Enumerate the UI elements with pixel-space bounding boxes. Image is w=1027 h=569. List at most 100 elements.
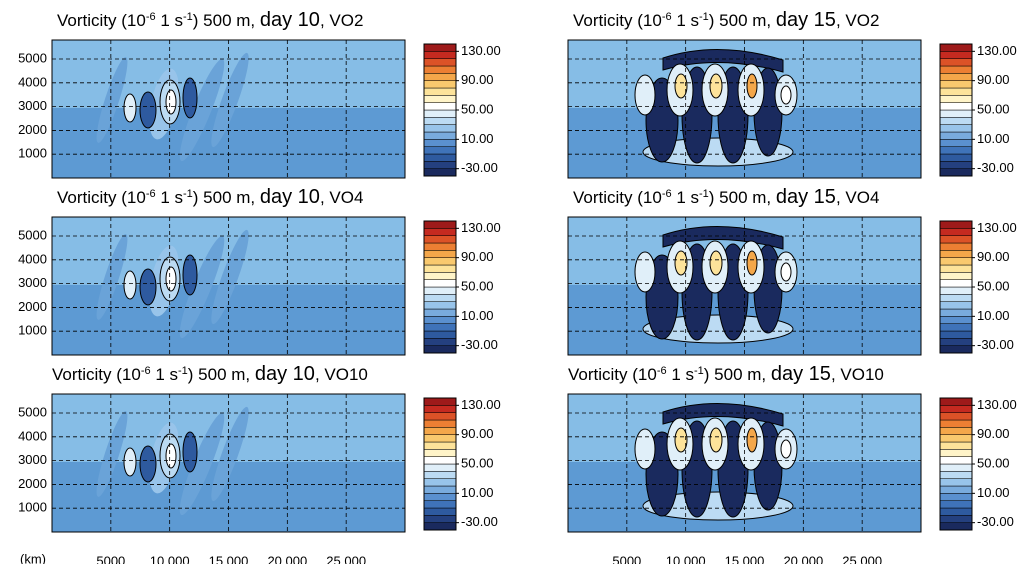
colorbar-swatch: [423, 109, 457, 118]
colorbar-swatch: [423, 405, 457, 413]
title-part: -1: [183, 11, 193, 23]
colorbar-label: -30.00: [461, 337, 498, 352]
colorbar-swatch: [423, 316, 457, 324]
vortex: [662, 49, 784, 73]
title-part: ) 500 m,: [188, 365, 255, 384]
y-tick-label: 5000: [18, 50, 47, 65]
colorbar-label: 10.00: [977, 131, 1010, 146]
colorbar-swatch: [939, 43, 973, 52]
y-tick-label: 2000: [18, 299, 47, 314]
colorbar-label: -30.00: [977, 160, 1014, 175]
title-part: day 10: [260, 186, 320, 208]
colorbar-swatch: [423, 235, 457, 244]
vortex: [96, 411, 128, 497]
x-tick-label: 25 000: [842, 553, 882, 564]
title-part: ) 500 m,: [193, 188, 260, 207]
colorbar-label: 130.00: [461, 397, 501, 412]
title-part: 1 s: [151, 365, 178, 384]
colorbar-label: 10.00: [461, 308, 494, 323]
colorbar-swatch: [423, 323, 457, 332]
x-tick-label: 15 000: [725, 553, 765, 564]
vortex: [634, 251, 656, 293]
x-tick-label: 10 000: [666, 553, 706, 564]
y-tick-label: 1000: [18, 500, 47, 515]
colorbar-swatch: [939, 330, 973, 339]
title-part: day 15: [776, 186, 836, 208]
title-part: -1: [694, 365, 704, 377]
colorbar-swatch: [939, 405, 973, 413]
colorbar-swatch: [939, 87, 973, 96]
colorbar-label: 90.00: [461, 72, 494, 87]
colorbar-swatch: [423, 345, 457, 354]
panel: Vorticity (10-6 1 s-1) 500 m, day 15, VO…: [567, 186, 1017, 356]
vortex: [123, 447, 137, 477]
colorbar-swatch: [939, 117, 973, 125]
plot-frame: [51, 393, 406, 533]
y-tick-label: 4000: [18, 428, 47, 443]
colorbar-swatch: [939, 463, 973, 472]
colorbar-swatch: [423, 507, 457, 516]
colorbar-swatch: [939, 419, 973, 428]
colorbar-swatch: [423, 456, 457, 465]
title-part: -1: [699, 11, 709, 23]
y-tick-label: 4000: [18, 251, 47, 266]
x-axis-label: (km): [20, 551, 46, 564]
vortex: [634, 428, 656, 470]
colorbar-label: 10.00: [461, 485, 494, 500]
y-tick-label: 1000: [18, 323, 47, 338]
x-tick-label: 5000: [96, 553, 125, 564]
colorbar-swatch: [423, 264, 457, 273]
y-tick-label: 3000: [18, 275, 47, 290]
title-part: -6: [146, 11, 156, 23]
colorbar-label: -30.00: [461, 514, 498, 529]
colorbar-swatch: [423, 485, 457, 494]
colorbar-swatch: [939, 124, 973, 133]
colorbar-swatch: [939, 345, 973, 354]
x-tick-label: 5000: [612, 553, 641, 564]
title-part: ) 500 m,: [709, 188, 776, 207]
colorbar-swatch: [423, 301, 457, 310]
plot-frame: [51, 216, 406, 356]
colorbar-swatch: [423, 294, 457, 302]
title-part: -1: [699, 188, 709, 200]
vortex: [746, 73, 758, 99]
vortex: [123, 270, 137, 300]
colorbar-label: 90.00: [461, 426, 494, 441]
vortex: [780, 85, 792, 105]
vortex: [746, 250, 758, 276]
y-tick-label: 5000: [18, 404, 47, 419]
colorbar-swatch: [423, 397, 457, 406]
colorbar-swatch: [939, 427, 973, 435]
vortex: [211, 229, 249, 325]
colorbar-label: -30.00: [977, 514, 1014, 529]
colorbar-label: 50.00: [977, 278, 1010, 293]
colorbar-swatch: [939, 515, 973, 523]
colorbar-swatch: [423, 242, 457, 251]
colorbar-swatch: [423, 500, 457, 509]
x-tick-label: 25 000: [326, 553, 366, 564]
colorbar-swatch: [939, 228, 973, 236]
colorbar-swatch: [423, 515, 457, 523]
contour-field: [568, 394, 921, 532]
y-tick-label: 1000: [18, 146, 47, 161]
title-part: -1: [178, 365, 188, 377]
colorbar-swatch: [423, 419, 457, 428]
vortex: [780, 439, 792, 459]
title-part: day 15: [771, 363, 831, 385]
vortex: [662, 226, 784, 250]
colorbar-swatch: [423, 471, 457, 479]
colorbar-swatch: [423, 139, 457, 147]
colorbar-swatch: [423, 330, 457, 339]
plot-frame: [567, 393, 922, 533]
colorbar-swatch: [423, 308, 457, 317]
panel: Vorticity (10-6 1 s-1) 500 m, day 10, VO…: [18, 363, 501, 568]
vortex: [139, 268, 157, 306]
colorbar-swatch: [939, 338, 973, 346]
title-part: Vorticity (10: [568, 365, 657, 384]
vortex: [165, 266, 177, 292]
x-tick-label: 20 000: [783, 553, 823, 564]
y-tick-label: 3000: [18, 98, 47, 113]
colorbar-label: -30.00: [461, 160, 498, 175]
colorbar-swatch: [939, 73, 973, 81]
contour-field: [52, 394, 405, 532]
